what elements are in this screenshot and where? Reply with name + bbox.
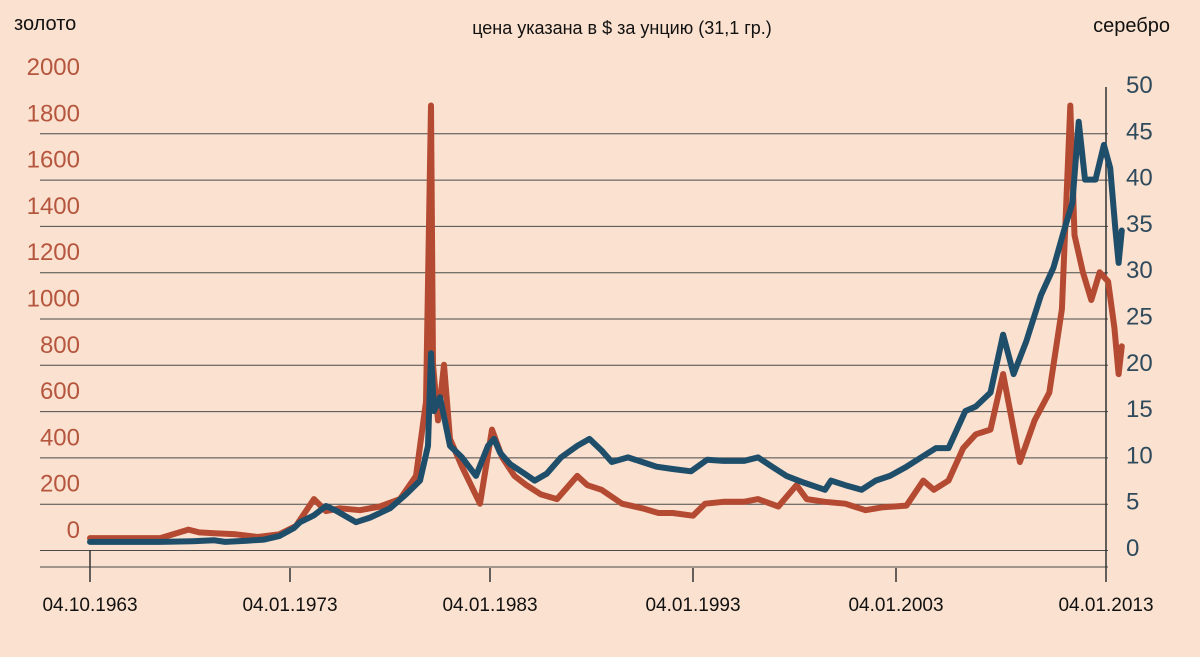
right-tick-label: 30 xyxy=(1126,257,1153,284)
gold-price-line xyxy=(87,118,1125,545)
right-tick-label: 35 xyxy=(1126,211,1153,238)
x-tick-label: 04.01.1993 xyxy=(645,595,740,616)
gridlines xyxy=(40,133,1108,568)
chart-title: цена указана в $ за унцию (31,1 гр.) xyxy=(472,18,772,38)
right-tick-label: 50 xyxy=(1126,72,1153,99)
right-tick-label: 0 xyxy=(1126,535,1139,562)
left-tick-label: 0 xyxy=(67,517,80,544)
x-tick-label: 04.01.2003 xyxy=(848,595,943,616)
silver-price-line xyxy=(87,102,1125,542)
series-layer xyxy=(87,102,1125,545)
left-tick-label: 1000 xyxy=(27,286,80,313)
left-tick-label: 200 xyxy=(40,471,80,498)
right-tick-label: 40 xyxy=(1126,165,1153,192)
left-tick-label: 1600 xyxy=(27,147,80,174)
right-tick-label: 15 xyxy=(1126,396,1153,423)
right-tick-label: 5 xyxy=(1126,489,1139,516)
x-tick-label: 04.01.1973 xyxy=(242,595,337,616)
right-tick-label: 45 xyxy=(1126,118,1153,145)
left-tick-label: 600 xyxy=(40,378,80,405)
x-axis: 04.10.1963 04.01.1973 04.01.1983 04.01.1993… xyxy=(42,87,1154,616)
x-tick-label: 04.10.1963 xyxy=(42,595,137,616)
left-tick-label: 1800 xyxy=(27,100,80,127)
left-tick-label: 400 xyxy=(40,424,80,451)
right-tick-label: 20 xyxy=(1126,350,1153,377)
left-axis-label: золото xyxy=(14,13,76,35)
left-tick-label: 1200 xyxy=(27,239,80,266)
x-tick-label: 04.01.1983 xyxy=(442,595,537,616)
left-tick-label: 800 xyxy=(40,332,80,359)
right-tick-label: 25 xyxy=(1126,304,1153,331)
right-tick-label: 10 xyxy=(1126,442,1153,469)
left-tick-label: 2000 xyxy=(27,54,80,81)
left-tick-label: 1400 xyxy=(27,193,80,220)
x-tick-label: 04.01.2013 xyxy=(1058,595,1153,616)
right-axis-label: серебро xyxy=(1093,15,1170,37)
